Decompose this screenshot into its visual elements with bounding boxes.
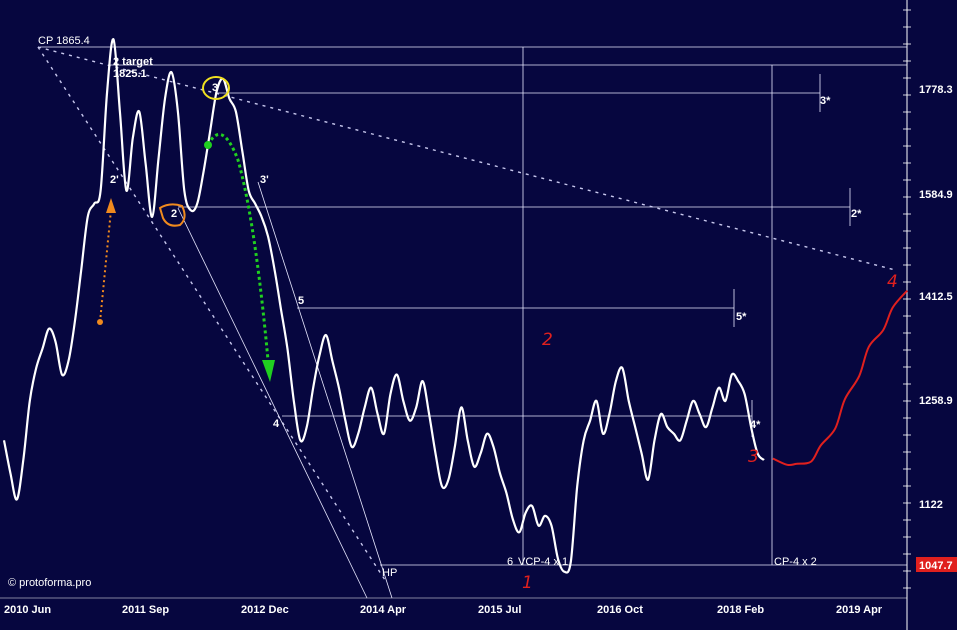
- vcp-label: VCP-4 x 1: [518, 556, 568, 568]
- y-tick-label: 1584.9: [919, 189, 953, 201]
- x-tick-label: 2012 Dec: [241, 604, 289, 616]
- orange-dotted-arrow: [99, 209, 112, 323]
- wave-label-5star: 5*: [736, 311, 747, 323]
- x-tick-label: 2019 Apr: [836, 604, 883, 616]
- red-label-2: 2: [542, 330, 553, 350]
- solid-trend-line-2: [257, 181, 393, 599]
- orange-arrow-head-icon: [106, 198, 116, 213]
- series-line-price: [2, 38, 765, 574]
- wave-label-3: 3: [212, 82, 218, 94]
- wave-label-3prime: 3': [260, 174, 269, 186]
- y-tick-label: 1258.9: [919, 395, 953, 407]
- y-tick-label: 1778.3: [919, 84, 953, 96]
- dotted-trend-line-right: [37, 46, 896, 271]
- x-tick-label: 2015 Jul: [478, 604, 521, 616]
- x-tick-label: 2016 Oct: [597, 604, 643, 616]
- last-value-label: 1047.7: [919, 560, 953, 572]
- last-value-badge: [916, 557, 957, 572]
- x-tick-label: 2018 Feb: [717, 604, 764, 616]
- orange-arrow-start-dot: [97, 319, 103, 325]
- wave-label-4: 4: [273, 418, 280, 430]
- cp-label: CP 1865.4: [38, 35, 90, 47]
- yellow-circle-marker: [202, 76, 230, 100]
- x-tick-label: 2011 Sep: [122, 604, 169, 616]
- green-arrow-start-dot: [204, 141, 212, 149]
- y-tick-label: 1412.5: [919, 291, 953, 303]
- solid-trend-line-1: [177, 207, 368, 599]
- target-label-line2: 1825.1: [113, 68, 147, 80]
- wave-label-2star: 2*: [851, 208, 862, 220]
- x-tick-label: 2010 Jun: [4, 604, 51, 616]
- wave-label-3star: 3*: [820, 95, 831, 107]
- green-dotted-arrow: [206, 132, 270, 361]
- cp4x2-label: CP-4 x 2: [774, 556, 817, 568]
- red-label-4: 4: [887, 272, 898, 292]
- wave-label-4star: 4*: [750, 419, 761, 431]
- y-axis-labels: 1778.3 1584.9 1412.5 1258.9 1122: [919, 84, 953, 511]
- dotted-trend-line-down: [37, 46, 386, 581]
- x-tick-label: 2014 Apr: [360, 604, 407, 616]
- y-axis-minor-ticks: [903, 9, 911, 589]
- y-tick-label: 1122: [919, 499, 943, 511]
- wave-label-2: 2: [171, 208, 177, 220]
- forecast-projection-line: [772, 289, 908, 467]
- red-label-1: 1: [522, 573, 533, 593]
- green-arrow-head-icon: [262, 360, 275, 382]
- target-label-line1: 2 target: [113, 56, 153, 68]
- hp-label: HP: [382, 567, 397, 579]
- wave-label-6: 6: [507, 556, 513, 568]
- orange-circle-marker: [158, 203, 186, 227]
- watermark: © protoforma.pro: [8, 577, 91, 589]
- red-label-3: 3: [748, 447, 759, 467]
- wave-label-5: 5: [298, 295, 304, 307]
- x-axis-labels: 2010 Jun 2011 Sep 2012 Dec 2014 Apr 2015…: [4, 604, 883, 616]
- wave-label-2prime: 2': [110, 174, 119, 186]
